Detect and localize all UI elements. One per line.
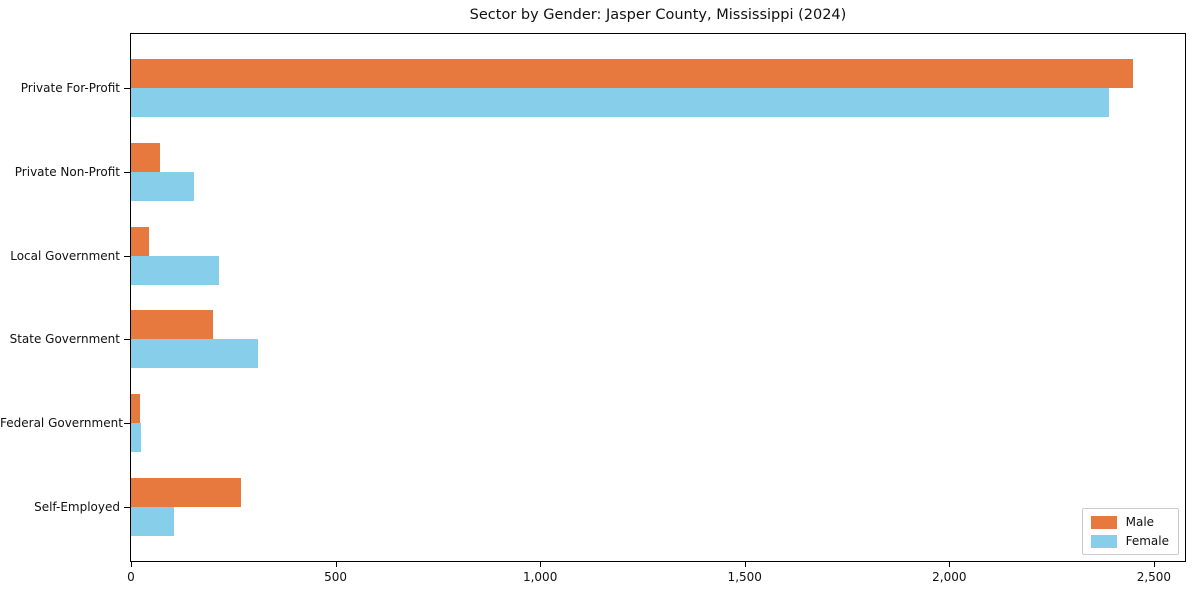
x-tick-mark — [131, 562, 132, 567]
bar-female-6 — [131, 506, 174, 536]
y-tick-mark — [124, 255, 130, 257]
x-tick-mark — [335, 562, 337, 567]
x-tick-mark — [1153, 562, 1155, 567]
x-tick-label: 500 — [324, 570, 348, 584]
category-label: Local Government — [10, 248, 120, 263]
bar-female-5 — [131, 423, 142, 452]
legend-item-male: Male — [1090, 515, 1169, 529]
legend-label-male: Male — [1125, 515, 1155, 529]
x-tick-label: 0 — [127, 570, 135, 584]
x-tick-mark — [540, 562, 542, 567]
x-tick-label: 1,000 — [522, 570, 558, 584]
y-tick-mark — [124, 423, 130, 424]
category-label: Private Non-Profit — [14, 165, 120, 179]
category-label: Self-Employed — [34, 499, 120, 514]
x-tick-label: 2,000 — [932, 570, 967, 584]
y-tick-mark — [124, 88, 130, 90]
bar-male-1 — [131, 59, 1134, 89]
plot-area — [130, 33, 1186, 562]
legend-item-female: Female — [1090, 534, 1169, 548]
category-label: Private For-Profit — [20, 81, 120, 96]
y-tick-mark — [124, 339, 130, 341]
x-tick-mark — [744, 562, 746, 567]
bar-male-6 — [131, 477, 242, 507]
female-swatch-icon — [1090, 534, 1117, 548]
bar-male-3 — [131, 226, 150, 256]
category-label: Federal Government — [0, 416, 123, 430]
x-tick-label: 1,500 — [727, 570, 762, 584]
bar-male-2 — [131, 143, 160, 172]
x-tick-mark — [949, 562, 951, 567]
legend: Male Female — [1081, 508, 1179, 555]
y-tick-mark — [124, 172, 130, 173]
bar-male-5 — [131, 394, 140, 423]
y-tick-mark — [124, 506, 130, 508]
bar-male-4 — [131, 310, 213, 340]
x-tick-label: 2,500 — [1136, 570, 1172, 584]
chart-title: Sector by Gender: Jasper County, Mississ… — [469, 7, 847, 23]
bar-female-4 — [131, 339, 258, 369]
bar-female-1 — [131, 88, 1109, 118]
legend-label-female: Female — [1125, 534, 1169, 548]
male-swatch-icon — [1090, 515, 1117, 529]
bar-female-3 — [131, 255, 219, 285]
category-label: State Government — [9, 332, 120, 347]
bar-female-2 — [131, 172, 195, 201]
